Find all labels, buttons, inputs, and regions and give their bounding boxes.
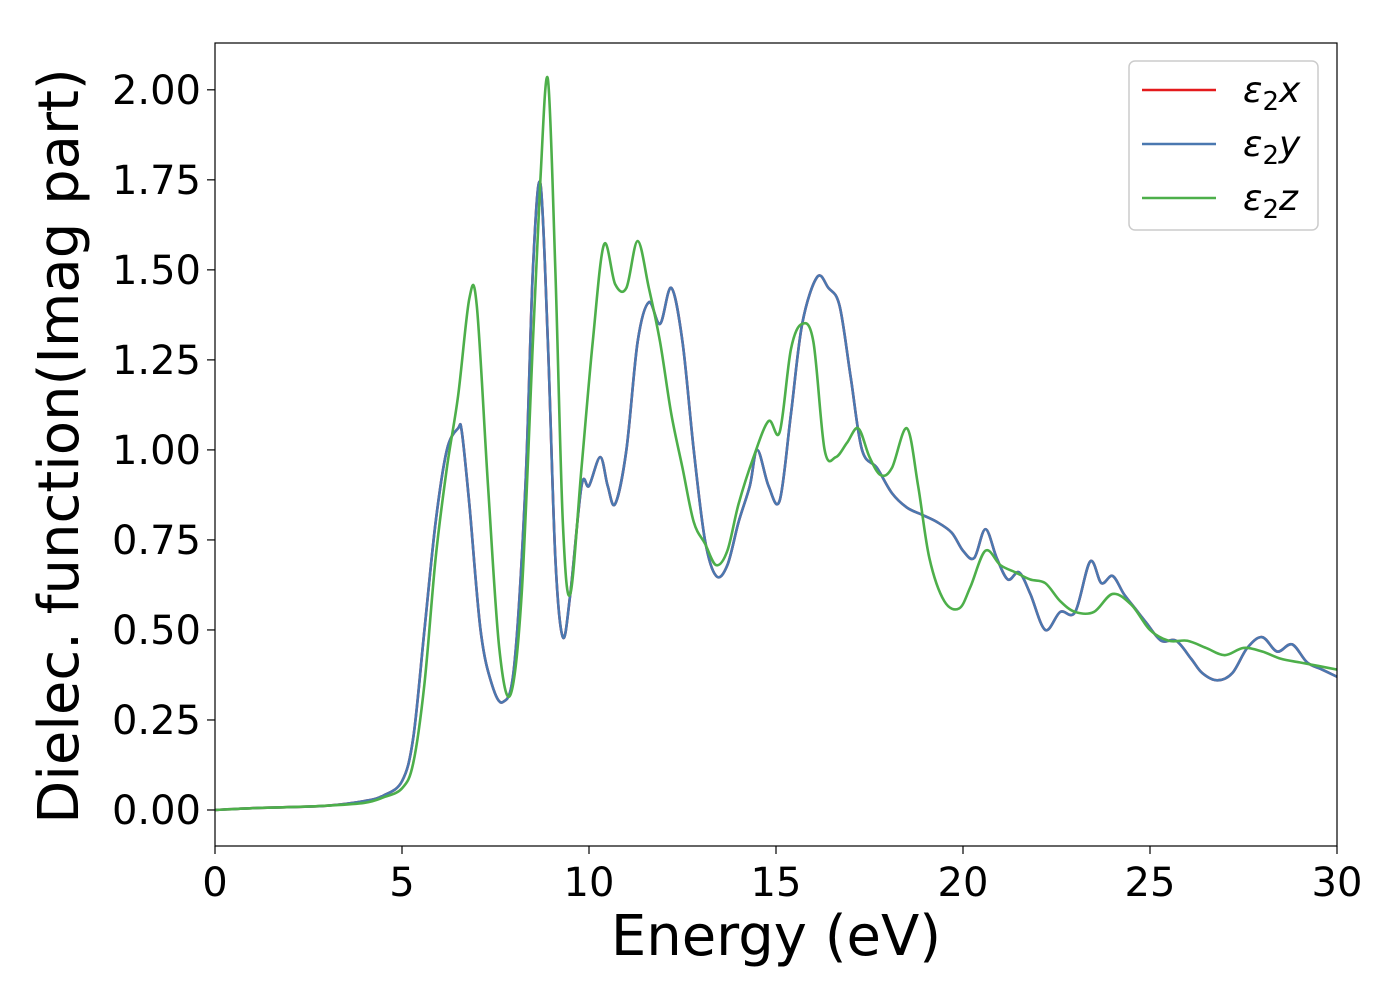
- legend-label-y: ε2y: [1243, 124, 1301, 171]
- x-tick-label: 15: [751, 860, 802, 906]
- legend-frame: [1128, 60, 1319, 231]
- y-tick-label: 1.00: [112, 428, 201, 474]
- x-tick-label: 5: [389, 860, 414, 906]
- x-axis-label: Energy (eV): [611, 904, 941, 969]
- y-axis-label: Dielec. function(Imag part): [27, 68, 92, 824]
- y-tick-label: 0.50: [112, 608, 201, 654]
- y-tick-label: 0.00: [112, 788, 201, 834]
- series-line-y: [215, 180, 1337, 812]
- legend-label-x: ε2x: [1243, 70, 1301, 117]
- series-layer: [215, 75, 1337, 812]
- x-tick-label: 20: [938, 860, 989, 906]
- y-tick-label: 1.25: [112, 338, 201, 384]
- y-tick-label: 1.75: [112, 158, 201, 204]
- y-tick-label: 2.00: [112, 68, 201, 114]
- y-tick-label: 0.75: [112, 518, 201, 564]
- x-tick-label: 10: [564, 860, 615, 906]
- x-tick-label: 30: [1312, 860, 1363, 906]
- y-tick-label: 0.25: [112, 698, 201, 744]
- y-axis-ticks: 0.00 0.25 0.50 0.75 1.00 1.25 1.50 1.75 2.00: [112, 68, 215, 834]
- legend-label-z: ε2z: [1243, 178, 1299, 225]
- x-axis-ticks: 0 5 10 15 20 25 30: [202, 846, 1362, 906]
- series-line-z: [215, 75, 1337, 812]
- legend: ε2x ε2y ε2z: [1128, 60, 1319, 231]
- x-tick-label: 0: [202, 860, 227, 906]
- x-tick-label: 25: [1125, 860, 1176, 906]
- y-tick-label: 1.50: [112, 248, 201, 294]
